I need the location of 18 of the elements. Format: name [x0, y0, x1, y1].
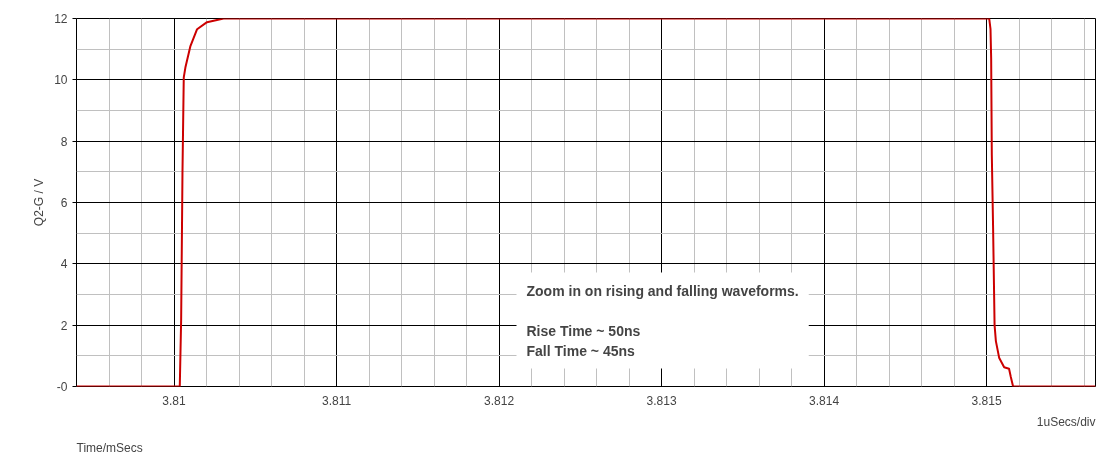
- x-tick-label: 3.811: [321, 393, 352, 408]
- y-axis-title: Q2-G / V: [32, 178, 47, 227]
- x-axis-title: Time/mSecs: [76, 440, 143, 455]
- y-tick-label: 10: [54, 73, 68, 88]
- y-tick-label: 12: [54, 12, 68, 26]
- y-tick-label: 6: [60, 196, 68, 210]
- x-tick-label: 3.815: [971, 393, 1002, 408]
- x-tick-label: 3.813: [646, 393, 677, 408]
- y-tick-label: -0: [56, 380, 68, 394]
- x-tick-label: 3.81: [162, 393, 187, 408]
- text: 1uSecs/div: [1036, 414, 1096, 429]
- x-tick-label: 3.812: [484, 393, 515, 408]
- x-tick-label: 3.814: [809, 393, 840, 408]
- text: Zoom in on rising and falling waveforms. Rise Time ~ 50ns Fall Time ~ 45ns: [526, 282, 799, 359]
- y-tick-label: 2: [60, 318, 68, 333]
- y-tick-label: 4: [60, 257, 68, 272]
- y-tick-label: 8: [60, 134, 68, 149]
- line-series: [76, 18, 1096, 387]
